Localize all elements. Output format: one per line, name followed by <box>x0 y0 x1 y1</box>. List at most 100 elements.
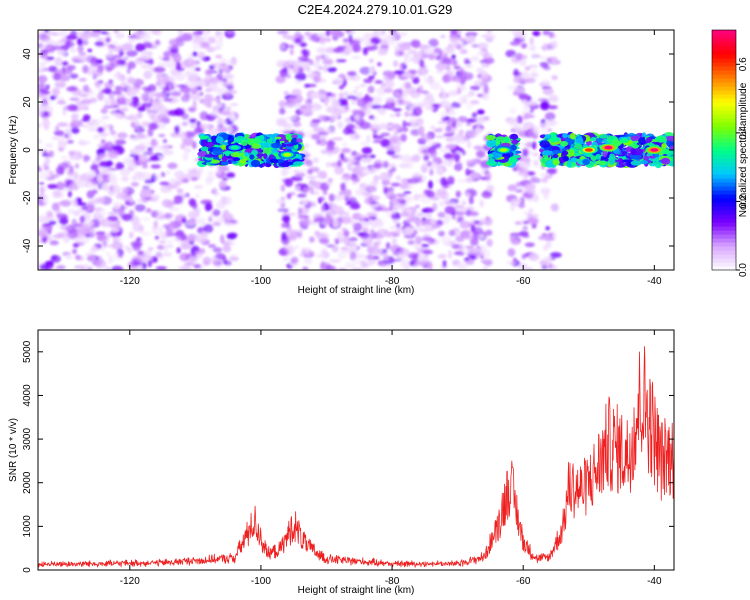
noise-blob <box>158 240 167 244</box>
noise-blob <box>56 31 68 37</box>
noise-blob <box>415 204 420 209</box>
noise-blob <box>391 238 397 246</box>
noise-blob <box>277 129 290 135</box>
noise-blob <box>361 146 373 154</box>
noise-blob <box>368 58 374 64</box>
noise-blob <box>463 251 469 256</box>
signal-blob <box>569 132 576 140</box>
noise-blob <box>195 80 208 86</box>
noise-blob <box>471 43 480 48</box>
noise-blob <box>389 225 397 230</box>
noise-blob <box>132 223 144 232</box>
noise-blob <box>301 198 310 204</box>
noise-blob <box>328 193 335 202</box>
noise-blob <box>190 234 198 243</box>
noise-blob <box>314 230 321 237</box>
noise-blob <box>398 51 404 56</box>
noise-blob <box>334 166 345 175</box>
noise-blob <box>386 180 391 185</box>
noise-blob <box>146 146 154 152</box>
noise-blob <box>386 149 396 156</box>
noise-blob <box>352 212 363 221</box>
noise-blob <box>170 132 180 138</box>
noise-blob <box>182 152 189 161</box>
colorbar-cell <box>712 34 736 39</box>
noise-blob <box>94 80 101 88</box>
signal-peak <box>604 145 613 150</box>
noise-blob <box>48 220 57 226</box>
noise-blob <box>304 83 311 88</box>
noise-blob <box>395 198 406 202</box>
noise-blob <box>49 95 56 101</box>
signal-blob <box>293 161 304 166</box>
spectrogram-y-axis: -40 -20 0 20 40 <box>22 48 674 253</box>
colorbar-tick-label: 0.6 <box>738 57 749 71</box>
noise-blob <box>340 152 345 160</box>
noise-blob <box>443 76 448 81</box>
noise-blob <box>464 64 474 69</box>
noise-blob <box>224 260 232 266</box>
noise-blob <box>110 93 119 98</box>
noise-blob <box>422 161 429 170</box>
noise-blob <box>337 98 348 107</box>
noise-blob <box>325 47 336 54</box>
signal-blob <box>669 145 674 151</box>
noise-blob <box>225 106 232 111</box>
noise-blob <box>187 256 198 264</box>
snr-frame <box>37 329 675 571</box>
noise-blob <box>148 58 154 65</box>
noise-blob <box>417 44 430 50</box>
signal-blob <box>621 151 628 156</box>
signal-blob <box>638 137 646 146</box>
noise-blob <box>109 184 114 192</box>
noise-blob <box>509 41 522 46</box>
noise-blob <box>87 48 93 53</box>
noise-blob <box>121 213 133 221</box>
noise-blob <box>103 96 114 106</box>
signal-blob <box>597 160 607 165</box>
noise-blob <box>281 214 291 223</box>
noise-blob <box>364 103 373 109</box>
noise-blob <box>175 73 186 81</box>
noise-blob <box>487 238 493 247</box>
noise-blob <box>96 175 104 183</box>
noise-blob <box>66 139 74 144</box>
signal-blob <box>296 138 303 143</box>
noise-blob <box>529 44 537 52</box>
noise-blob <box>450 30 458 35</box>
noise-blob <box>110 130 117 136</box>
noise-blob <box>338 92 344 100</box>
noise-blob <box>380 82 386 88</box>
noise-blob <box>61 188 70 192</box>
noise-blob <box>211 255 218 265</box>
noise-blob <box>367 260 373 267</box>
noise-blob <box>474 127 482 134</box>
noise-blob <box>415 236 422 245</box>
noise-blob <box>343 189 352 197</box>
colorbar-cell <box>712 142 736 147</box>
noise-blob <box>80 32 91 41</box>
noise-blob <box>394 144 401 154</box>
noise-blob <box>110 113 122 117</box>
noise-blob <box>192 51 198 57</box>
noise-blob <box>301 62 307 68</box>
noise-blob <box>307 250 315 257</box>
colorbar-cell <box>712 230 736 235</box>
snr-y-axis: 0 1000 2000 3000 4000 5000 <box>22 340 674 573</box>
noise-blob <box>205 88 213 92</box>
noise-blob <box>161 57 171 61</box>
signal-blob <box>640 160 649 165</box>
colorbar-cell <box>712 166 736 171</box>
noise-blob <box>100 139 106 144</box>
noise-blob <box>108 47 114 54</box>
x-tick-label: -80 <box>385 276 400 287</box>
colorbar-cell <box>712 202 736 207</box>
noise-blob <box>40 49 49 55</box>
noise-blob <box>111 41 119 46</box>
colorbar-cell <box>712 70 736 75</box>
noise-blob <box>97 126 105 133</box>
noise-blob <box>336 231 345 237</box>
noise-blob <box>515 52 523 61</box>
noise-blob <box>131 181 138 188</box>
noise-blob <box>332 205 344 215</box>
